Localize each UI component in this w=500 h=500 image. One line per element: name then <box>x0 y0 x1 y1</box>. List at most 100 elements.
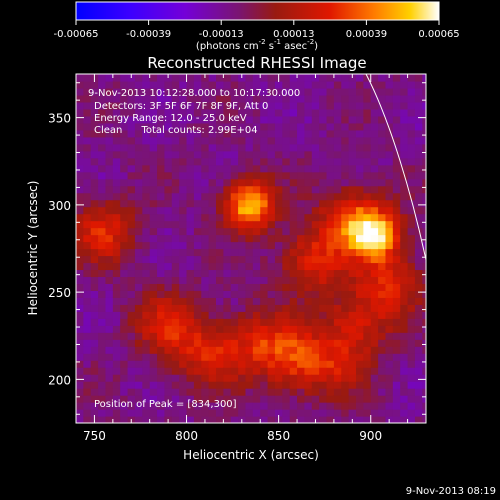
heatmap-cell <box>105 143 114 152</box>
heatmap-cell <box>216 129 224 138</box>
heatmap-cell <box>76 388 84 396</box>
heatmap-cell <box>282 297 291 305</box>
heatmap-cell <box>142 94 151 103</box>
heatmap-cell <box>311 276 320 284</box>
heatmap-cell <box>422 213 426 222</box>
heatmap-cell <box>201 122 210 131</box>
heatmap-cell <box>422 255 426 264</box>
heatmap-cell <box>105 199 114 208</box>
heatmap-cell <box>326 367 335 375</box>
heatmap-cell <box>356 283 364 291</box>
heatmap-cell <box>348 346 357 354</box>
heatmap-cell <box>392 332 401 340</box>
heatmap-cell <box>127 150 136 159</box>
heatmap-cell <box>400 143 409 152</box>
heatmap-cell <box>112 262 121 271</box>
heatmap-cell <box>385 234 394 243</box>
heatmap-cell <box>392 108 401 117</box>
heatmap-cell <box>164 276 173 284</box>
heatmap-cell <box>407 164 416 173</box>
heatmap-cell <box>238 87 247 96</box>
heatmap-cell <box>201 402 210 410</box>
heatmap-cell <box>370 199 379 208</box>
heatmap-cell <box>363 304 372 312</box>
heatmap-cell <box>304 199 313 208</box>
heatmap-cell <box>260 150 269 159</box>
heatmap-cell <box>333 101 342 110</box>
heatmap-cell <box>186 311 195 319</box>
heatmap-cell <box>120 108 129 117</box>
heatmap-cell <box>341 101 350 110</box>
heatmap-cell <box>201 213 210 222</box>
heatmap-cell <box>90 290 99 298</box>
heatmap-cell <box>98 311 107 319</box>
heatmap-cell <box>407 227 416 236</box>
heatmap-cell <box>392 339 401 347</box>
heatmap-cell <box>333 262 342 271</box>
heatmap-cell <box>311 374 320 382</box>
heatmap-cell <box>282 136 291 145</box>
heatmap-cell <box>230 381 239 389</box>
heatmap-cell <box>149 416 158 423</box>
heatmap-cell <box>216 241 224 250</box>
heatmap-cell <box>208 311 217 319</box>
heatmap-cell <box>193 416 202 423</box>
heatmap-cell <box>304 416 313 423</box>
heatmap-cell <box>112 374 121 382</box>
heatmap-cell <box>407 367 416 375</box>
heatmap-cell <box>289 143 298 152</box>
heatmap-cell <box>274 346 283 354</box>
heatmap-cell <box>333 220 342 229</box>
heatmap-cell <box>422 115 426 124</box>
heatmap-cell <box>326 248 335 257</box>
heatmap-cell <box>134 367 143 375</box>
heatmap-cell <box>171 381 180 389</box>
heatmap-cell <box>120 367 129 375</box>
heatmap-cell <box>216 248 224 257</box>
heatmap-cell <box>208 192 217 201</box>
heatmap-cell <box>90 108 99 117</box>
heatmap-cell <box>370 234 379 243</box>
heatmap-cell <box>378 108 387 117</box>
heatmap-cell <box>142 276 151 284</box>
heatmap-cell <box>112 227 121 236</box>
heatmap-cell <box>149 241 158 250</box>
heatmap-cell <box>282 374 291 382</box>
heatmap-cell <box>267 220 276 229</box>
heatmap-cell <box>378 248 387 257</box>
heatmap-cell <box>142 283 151 291</box>
heatmap-cell <box>216 283 224 291</box>
heatmap-cell <box>105 185 114 194</box>
heatmap-cell <box>76 290 84 298</box>
heatmap-cell <box>326 122 335 131</box>
heatmap-cell <box>267 367 276 375</box>
heatmap-cell <box>252 339 261 347</box>
heatmap-cell <box>385 206 394 215</box>
heatmap-cell <box>142 367 151 375</box>
heatmap-cell <box>230 157 239 166</box>
heatmap-cell <box>348 185 357 194</box>
heatmap-cell <box>216 402 224 410</box>
heatmap-cell <box>186 409 195 417</box>
heatmap-cell <box>216 220 224 229</box>
heatmap-cell <box>282 74 291 82</box>
heatmap-cell <box>319 199 328 208</box>
heatmap-cell <box>414 171 423 180</box>
heatmap-cell <box>326 325 335 333</box>
heatmap-cell <box>164 87 173 96</box>
heatmap-cell <box>311 304 320 312</box>
heatmap-cell <box>289 248 298 257</box>
heatmap-cell <box>385 220 394 229</box>
heatmap-cell <box>223 108 232 117</box>
heatmap-cell <box>274 94 283 103</box>
heatmap-cell <box>208 304 217 312</box>
heatmap-cell <box>230 115 239 124</box>
heatmap-cell <box>216 339 224 347</box>
heatmap-cell <box>83 234 92 243</box>
heatmap-cell <box>414 87 423 96</box>
heatmap-cell <box>282 122 291 131</box>
heatmap-cell <box>245 178 254 187</box>
heatmap-cell <box>348 157 357 166</box>
heatmap-cell <box>326 276 335 284</box>
heatmap-cell <box>223 87 232 96</box>
